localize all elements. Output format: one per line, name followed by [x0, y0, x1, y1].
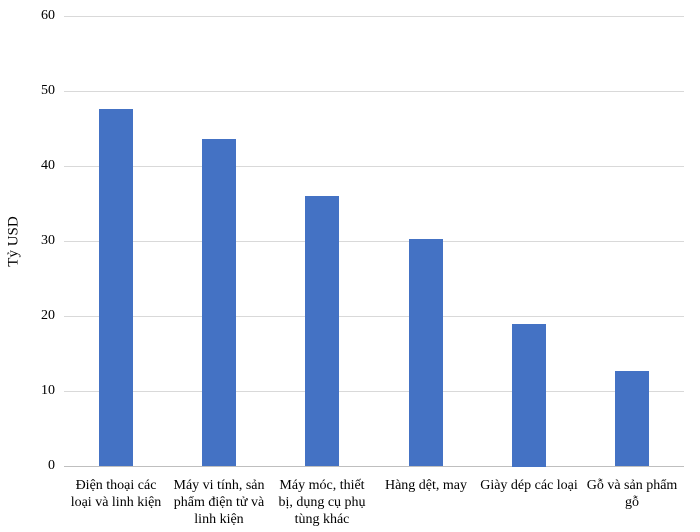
x-category-label-4: Giày dép các loại: [480, 478, 578, 493]
gridline-y-50: [64, 91, 684, 92]
y-tick-label-20: 20: [41, 308, 55, 323]
y-tick-label-60: 60: [41, 8, 55, 23]
x-category-label-2: Máy móc, thiết bị, dụng cụ phụ tùng khác: [278, 478, 366, 527]
bar-0: [99, 109, 133, 466]
y-tick-label-40: 40: [41, 158, 55, 173]
x-category-label-5: Gỗ và sản phẩm gỗ: [586, 478, 678, 510]
gridline-y-40: [64, 166, 684, 167]
bar-2: [305, 196, 339, 466]
gridline-y-60: [64, 16, 684, 17]
gridline-y-20: [64, 316, 684, 317]
y-tick-label-30: 30: [41, 233, 55, 248]
y-tick-label-0: 0: [48, 458, 55, 473]
x-axis-line: [64, 466, 684, 467]
x-category-label-3: Hàng dệt, may: [384, 478, 468, 493]
x-category-label-0: Điện thoại các loại và linh kiện: [70, 478, 162, 510]
bar-3: [409, 239, 443, 466]
gridline-y-10: [64, 391, 684, 392]
gridline-y-30: [64, 241, 684, 242]
bar-5: [615, 371, 649, 466]
y-tick-label-50: 50: [41, 83, 55, 98]
x-category-label-1: Máy vi tính, sản phẩm điện tử và linh kiện: [173, 478, 265, 527]
y-axis-title: Tỷ USD: [5, 216, 22, 267]
y-tick-label-10: 10: [41, 383, 55, 398]
bar-1: [202, 139, 236, 466]
bar-4: [512, 324, 546, 467]
